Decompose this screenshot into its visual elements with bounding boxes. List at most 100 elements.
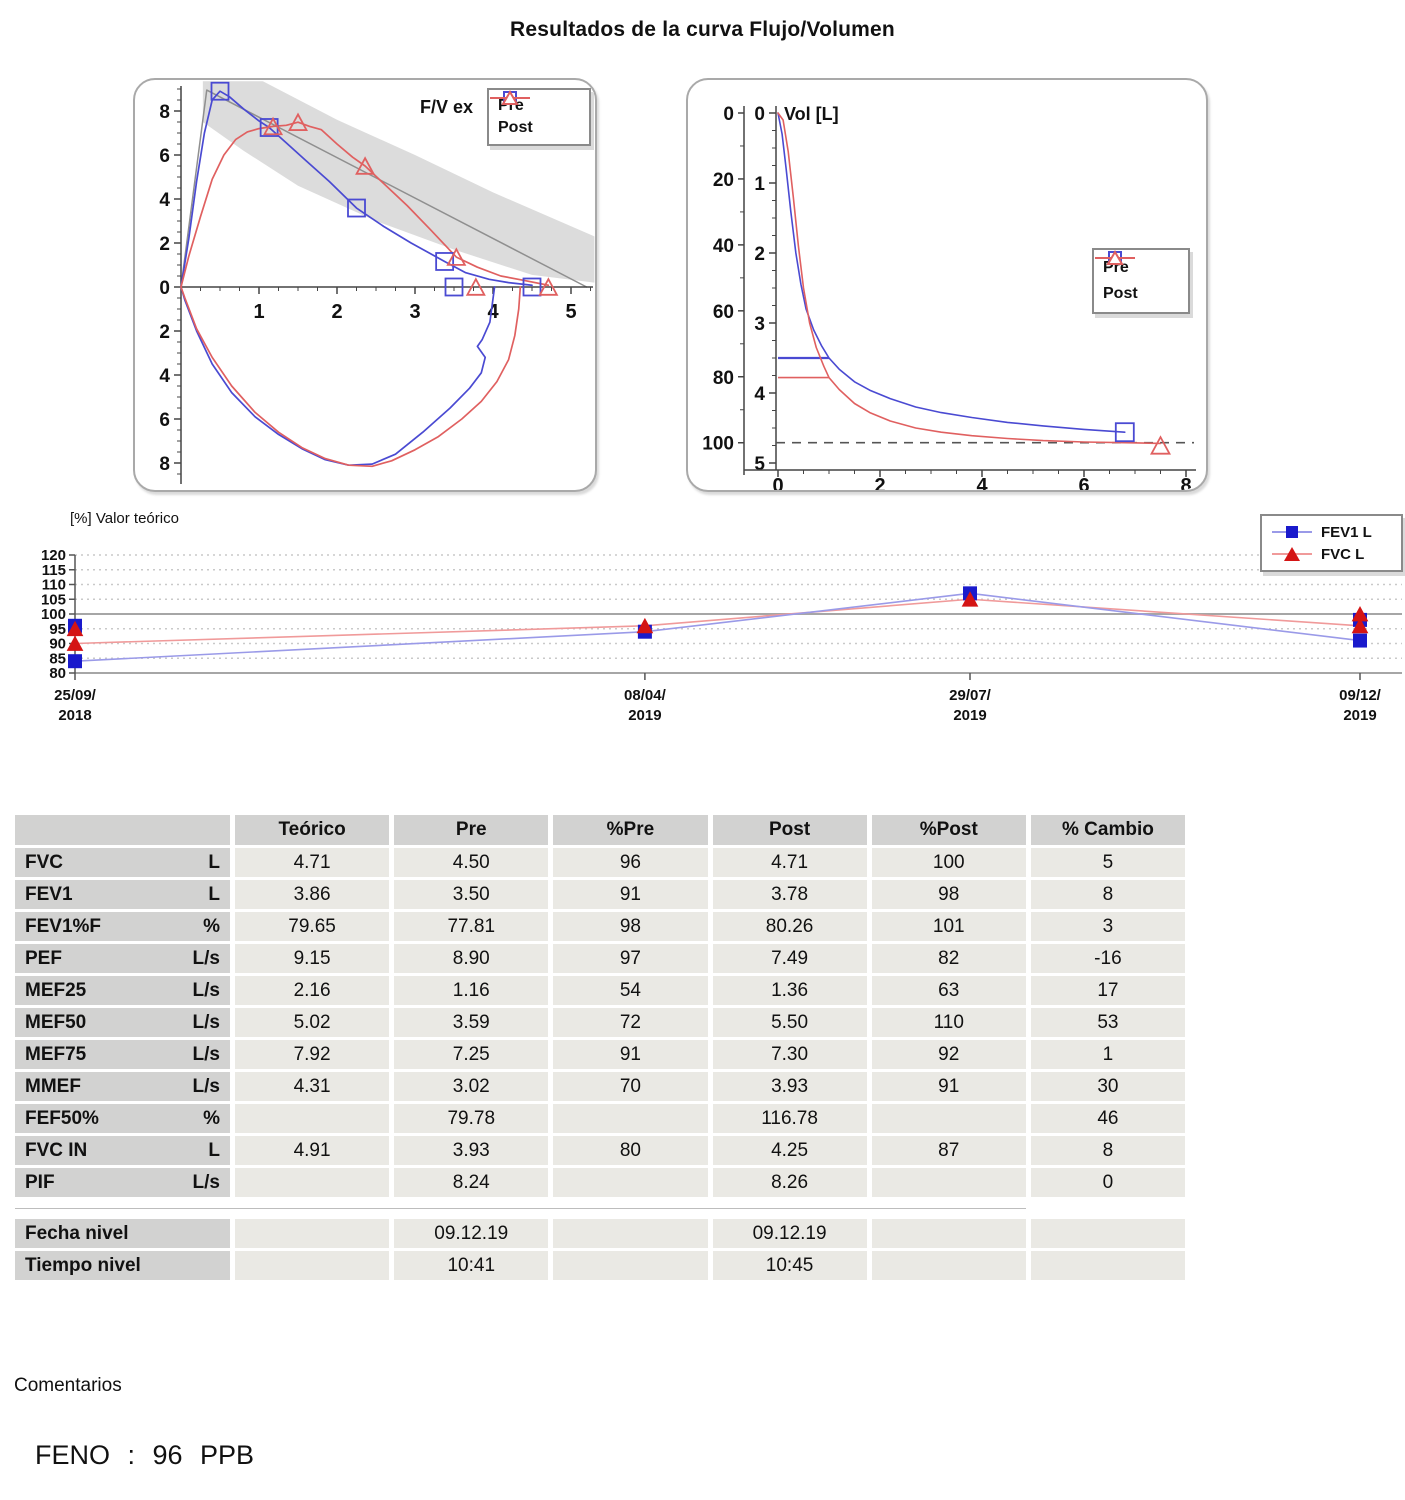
value-cell xyxy=(235,1104,390,1133)
value-cell: 110 xyxy=(871,1008,1026,1037)
value-cell: 09.12.19 xyxy=(712,1219,867,1248)
y-tick-label: 6 xyxy=(159,410,170,431)
legend-row-fvc: FVC L xyxy=(1271,546,1392,562)
value-cell: 82 xyxy=(871,944,1026,973)
value-cell xyxy=(553,1219,708,1248)
value-cell: 8 xyxy=(1030,1136,1185,1165)
flow-volume-svg: 8 6 4 2 0 2 4 6 8 1 2 3 4 5 xyxy=(159,81,595,484)
param-name: MEF25 xyxy=(25,980,87,1001)
trend-y-tick-label: 95 xyxy=(49,621,66,638)
value-cell: 4.50 xyxy=(394,848,549,877)
value-cell: 91 xyxy=(553,1040,708,1069)
value-cell: 80.26 xyxy=(712,912,867,941)
value-cell: 87 xyxy=(871,1136,1026,1165)
value-cell xyxy=(871,1219,1026,1248)
value-cell: 7.92 xyxy=(235,1040,390,1069)
param-label: FEF50%% xyxy=(15,1104,230,1133)
y-tick-label: 8 xyxy=(159,102,170,123)
page-title: Resultados de la curva Flujo/Volumen xyxy=(510,18,895,41)
pre-volume-curve xyxy=(777,112,1126,434)
volume-time-panel: 0 20 40 60 80 100 0 1 2 3 4 5 0 2 4 6 8 Vol [L] Pre Post xyxy=(686,78,1208,492)
y-tick-label: 4 xyxy=(159,366,170,387)
pre-expiratory-curve xyxy=(180,90,533,288)
trend-y-tick-label: 115 xyxy=(42,562,66,579)
value-cell: 2.16 xyxy=(235,976,390,1005)
pre-marker xyxy=(444,277,464,297)
param-label: MMEF L/s xyxy=(15,1072,230,1101)
pre-inspiratory-curve xyxy=(180,286,496,467)
value-cell xyxy=(871,1168,1026,1197)
value-cell: 77.81 xyxy=(394,912,549,941)
legend-row-fev1: FEV1 L xyxy=(1271,524,1392,540)
value-cell: 98 xyxy=(553,912,708,941)
column-header: Pre xyxy=(394,815,549,845)
value-cell: 7.30 xyxy=(712,1040,867,1069)
value-cell: 10:45 xyxy=(712,1251,867,1280)
date-label: 08/04/ xyxy=(624,687,667,704)
comments-heading: Comentarios xyxy=(14,1375,122,1396)
value-cell: 54 xyxy=(553,976,708,1005)
value-cell: 0 xyxy=(1030,1168,1185,1197)
column-header: Post xyxy=(712,815,867,845)
value-cell: 5 xyxy=(1030,848,1185,877)
value-cell xyxy=(235,1219,390,1248)
volume-tick-label: 5 xyxy=(754,454,765,475)
time-tick-label: 0 xyxy=(772,475,783,490)
value-cell: 98 xyxy=(871,880,1026,909)
flow-volume-chart-label: F/V ex xyxy=(419,97,473,117)
value-cell xyxy=(553,1104,708,1133)
volume-tick-label: 4 xyxy=(754,384,765,405)
value-cell: 4.91 xyxy=(235,1136,390,1165)
column-header: %Pre xyxy=(553,815,708,845)
value-cell: 8 xyxy=(1030,880,1185,909)
y-tick-label: 0 xyxy=(159,278,170,299)
fev1-trend-line xyxy=(74,592,1361,662)
param-label: MEF75 L/s xyxy=(15,1040,230,1069)
value-cell: 70 xyxy=(553,1072,708,1101)
pre-end-marker xyxy=(1114,422,1135,443)
value-cell: -16 xyxy=(1030,944,1185,973)
column-header xyxy=(15,815,230,845)
x-tick-label: 5 xyxy=(565,301,576,323)
volume-tick-label: 2 xyxy=(754,244,765,265)
legend-label-fvc: FVC L xyxy=(1321,545,1365,563)
value-cell: 30 xyxy=(1030,1072,1185,1101)
param-unit: L xyxy=(208,1140,220,1161)
trend-y-tick-label: 120 xyxy=(41,547,66,564)
post-volume-curve xyxy=(777,112,1162,445)
trend-y-tick-label: 110 xyxy=(42,577,66,594)
value-cell xyxy=(1030,1251,1185,1280)
param-name: MEF75 xyxy=(25,1044,87,1065)
value-cell: 4.71 xyxy=(235,848,390,877)
value-cell: 9.15 xyxy=(235,944,390,973)
fev1-marker xyxy=(68,654,82,669)
column-header: Teórico xyxy=(235,815,390,845)
post-inspiratory-curve xyxy=(180,286,522,468)
fvc-marker xyxy=(961,591,979,607)
flow-volume-panel: 8 6 4 2 0 2 4 6 8 1 2 3 4 5 F/V ex Pre Post xyxy=(133,78,597,492)
value-cell: 4.25 xyxy=(712,1136,867,1165)
post-end-marker xyxy=(1149,435,1172,455)
post-expiratory-curve xyxy=(180,121,550,288)
y-tick-label: 2 xyxy=(159,322,170,343)
feno-value: FENO : 96 PPB xyxy=(35,1440,255,1470)
x-tick-label: 1 xyxy=(253,301,264,323)
value-cell: 17 xyxy=(1030,976,1185,1005)
value-cell: 53 xyxy=(1030,1008,1185,1037)
param-label: MEF50 L/s xyxy=(15,1008,230,1037)
value-cell: 79.78 xyxy=(394,1104,549,1133)
y-tick-label: 6 xyxy=(159,146,170,167)
param-label: FEV1 L xyxy=(15,880,230,909)
volume-tick-label: 3 xyxy=(754,314,765,335)
percent-tick-label: 60 xyxy=(713,302,734,323)
flow-volume-legend: Pre Post xyxy=(487,88,591,146)
value-cell: 10:41 xyxy=(394,1251,549,1280)
param-label: FVC L xyxy=(15,848,230,877)
value-cell xyxy=(1030,1219,1185,1248)
param-name: FVC xyxy=(25,852,63,873)
param-name: PEF xyxy=(25,948,62,969)
value-cell: 116.78 xyxy=(712,1104,867,1133)
param-name: FEV1 xyxy=(25,884,73,905)
trend-y-tick-label: 100 xyxy=(41,606,66,623)
param-unit: % xyxy=(203,916,220,937)
